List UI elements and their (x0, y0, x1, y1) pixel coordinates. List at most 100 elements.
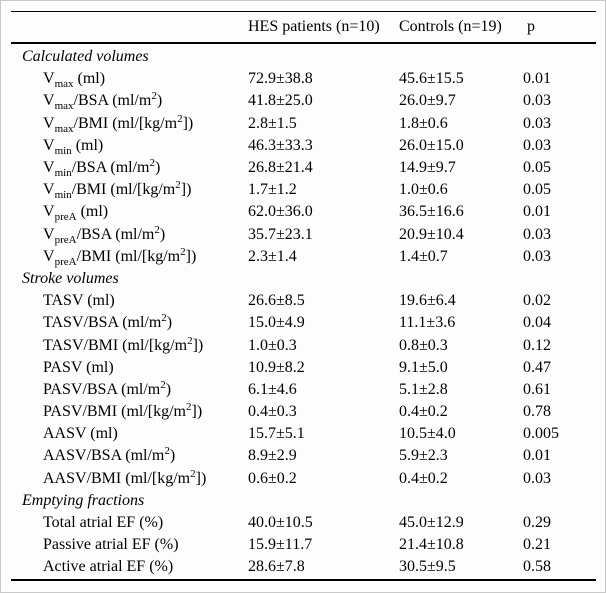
label-text: PASV (ml) (43, 358, 114, 376)
row-label: TASV/BSA (ml/m2) (11, 313, 248, 332)
table-row: Total atrial EF (%) 40.0±10.5 45.0±12.9 0.2… (11, 512, 596, 534)
cell-p-value: 0.02 (523, 292, 551, 310)
label-text: PASV/BMI (ml/[kg/m (43, 403, 186, 421)
row-label: AASV (ml) (11, 426, 248, 442)
label-text: ) (156, 92, 163, 110)
label-text: Passive atrial EF (%) (43, 536, 179, 554)
cell-hes-value: 26.6±8.5 (248, 292, 305, 310)
row-label: Active atrial EF (%) (11, 559, 248, 575)
cell-hes-value: 62.0±36.0 (248, 203, 313, 221)
table-row: PASV/BMI (ml/[kg/m2]) 0.4±0.3 0.4±0.2 0.78 (11, 401, 596, 423)
label-superscript: 2 (154, 223, 160, 236)
cell-p-value: 0.005 (523, 425, 559, 443)
cell-controls-value: 9.1±5.0 (399, 358, 448, 376)
label-superscript: 2 (160, 378, 166, 391)
label-superscript: 2 (175, 179, 181, 192)
cell-controls-value: 1.0±0.6 (399, 181, 448, 199)
label-text: ]) (191, 403, 203, 421)
cell-p-value: 0.61 (523, 380, 551, 398)
cell-p-value: 0.03 (523, 92, 551, 110)
label-text: ]) (195, 469, 207, 487)
table-row: PASV/BSA (ml/m2) 6.1±4.6 5.1±2.8 0.61 (11, 379, 596, 401)
row-label: Vmax (ml) (11, 70, 248, 90)
label-text: ) (154, 159, 161, 177)
cell-hes-value: 15.0±4.9 (248, 314, 305, 332)
section-title-cell: Calculated volumes (11, 49, 248, 65)
table-row: TASV (ml) 26.6±8.5 19.6±6.4 0.02 (11, 290, 596, 312)
cell-hes-value: 8.9±2.9 (248, 447, 297, 465)
label-text: Active atrial EF (%) (43, 558, 174, 576)
cell-hes-value: 0.4±0.3 (248, 403, 297, 421)
cell-controls-value: 5.1±2.8 (399, 380, 448, 398)
label-text: AASV/BMI (ml/[kg/m (43, 469, 191, 487)
cell-p-value: 0.04 (523, 314, 551, 332)
section-header-row: Calculated volumes (11, 46, 596, 68)
label-text: V (43, 70, 55, 88)
cell-hes-value: 15.7±5.1 (248, 425, 305, 443)
label-text: TASV/BMI (ml/[kg/m (43, 336, 188, 354)
label-text: (ml) (73, 70, 106, 88)
cell-hes-value: 28.6±7.8 (248, 558, 305, 576)
table-row: AASV/BMI (ml/[kg/m2]) 0.6±0.2 0.4±0.2 0.03 (11, 468, 596, 490)
cell-p-value: 0.21 (523, 536, 551, 554)
cell-hes-value: 2.8±1.5 (248, 114, 297, 132)
cell-p-value: 0.78 (523, 403, 551, 421)
label-text: AASV/BSA (ml/m (43, 447, 165, 465)
label-text: Total atrial EF (%) (43, 514, 164, 532)
table-row: VpreA (ml) 62.0±36.0 36.5±16.6 0.01 (11, 201, 596, 223)
row-label: Vmin/BSA (ml/m2) (11, 157, 248, 179)
row-label: Vmax/BMI (ml/[kg/m2]) (11, 112, 248, 135)
row-label: AASV/BSA (ml/m2) (11, 445, 248, 465)
table-row: TASV/BMI (ml/[kg/m2]) 1.0±0.3 0.8±0.3 0.12 (11, 334, 596, 356)
cell-hes-value: 40.0±10.5 (248, 514, 313, 532)
row-label: Vmax/BSA (ml/m2) (11, 90, 248, 113)
cell-p-value: 0.03 (523, 225, 551, 243)
label-superscript: 2 (177, 112, 183, 125)
label-text: /BMI (ml/[kg/m (71, 181, 176, 199)
label-text: ]) (192, 336, 204, 354)
header-p-value: p (527, 18, 535, 35)
label-superscript: 2 (151, 90, 157, 103)
label-text: ]) (182, 114, 194, 132)
cell-controls-value: 45.6±15.5 (399, 70, 464, 88)
cell-hes-value: 35.7±23.1 (248, 225, 313, 243)
label-text: ]) (185, 247, 197, 265)
cell-hes-value: 15.9±11.7 (248, 536, 313, 554)
table-row: AASV/BSA (ml/m2) 8.9±2.9 5.9±2.3 0.01 (11, 445, 596, 467)
comparison-table: HES patients (n=10) Controls (n=19) p Ca… (11, 11, 596, 581)
label-text: V (43, 225, 55, 243)
label-text: V (43, 114, 55, 132)
section-title-cell: Emptying fractions (11, 492, 248, 509)
label-superscript: 2 (149, 157, 155, 170)
row-label: PASV/BMI (ml/[kg/m2]) (11, 402, 248, 421)
cell-hes-value: 6.1±4.6 (248, 380, 297, 398)
label-subscript: max (54, 100, 74, 113)
table-row: VpreA/BMI (ml/[kg/m2]) 2.3±1.4 1.4±0.7 0.03 (11, 246, 596, 268)
cell-p-value: 0.03 (523, 114, 551, 132)
label-subscript: min (54, 144, 72, 157)
section-title: Calculated volumes (22, 48, 149, 66)
label-text: ) (166, 314, 173, 332)
row-label: TASV/BMI (ml/[kg/m2]) (11, 335, 248, 354)
label-superscript: 2 (180, 245, 186, 258)
cell-hes-value: 10.9±8.2 (248, 358, 305, 376)
label-text: (ml) (71, 136, 104, 154)
label-text: PASV/BSA (ml/m (43, 380, 161, 398)
cell-p-value: 0.47 (523, 358, 551, 376)
label-text: V (43, 159, 55, 177)
label-subscript: max (54, 122, 74, 135)
cell-hes-value: 46.3±33.3 (248, 136, 313, 154)
section-header-row: Stroke volumes (11, 268, 596, 290)
label-superscript: 2 (164, 445, 170, 458)
row-label: Vmin/BMI (ml/[kg/m2]) (11, 179, 248, 201)
label-text: V (43, 136, 55, 154)
row-label: Passive atrial EF (%) (11, 537, 248, 553)
row-label: VpreA/BSA (ml/m2) (11, 223, 248, 245)
label-text: V (43, 203, 55, 221)
row-label: Total atrial EF (%) (11, 515, 248, 531)
cell-p-value: 0.05 (523, 181, 551, 199)
section-header-row: Emptying fractions (11, 490, 596, 512)
cell-controls-value: 5.9±2.3 (399, 447, 448, 465)
cell-p-value: 0.58 (523, 558, 551, 576)
cell-controls-value: 10.5±4.0 (399, 425, 456, 443)
